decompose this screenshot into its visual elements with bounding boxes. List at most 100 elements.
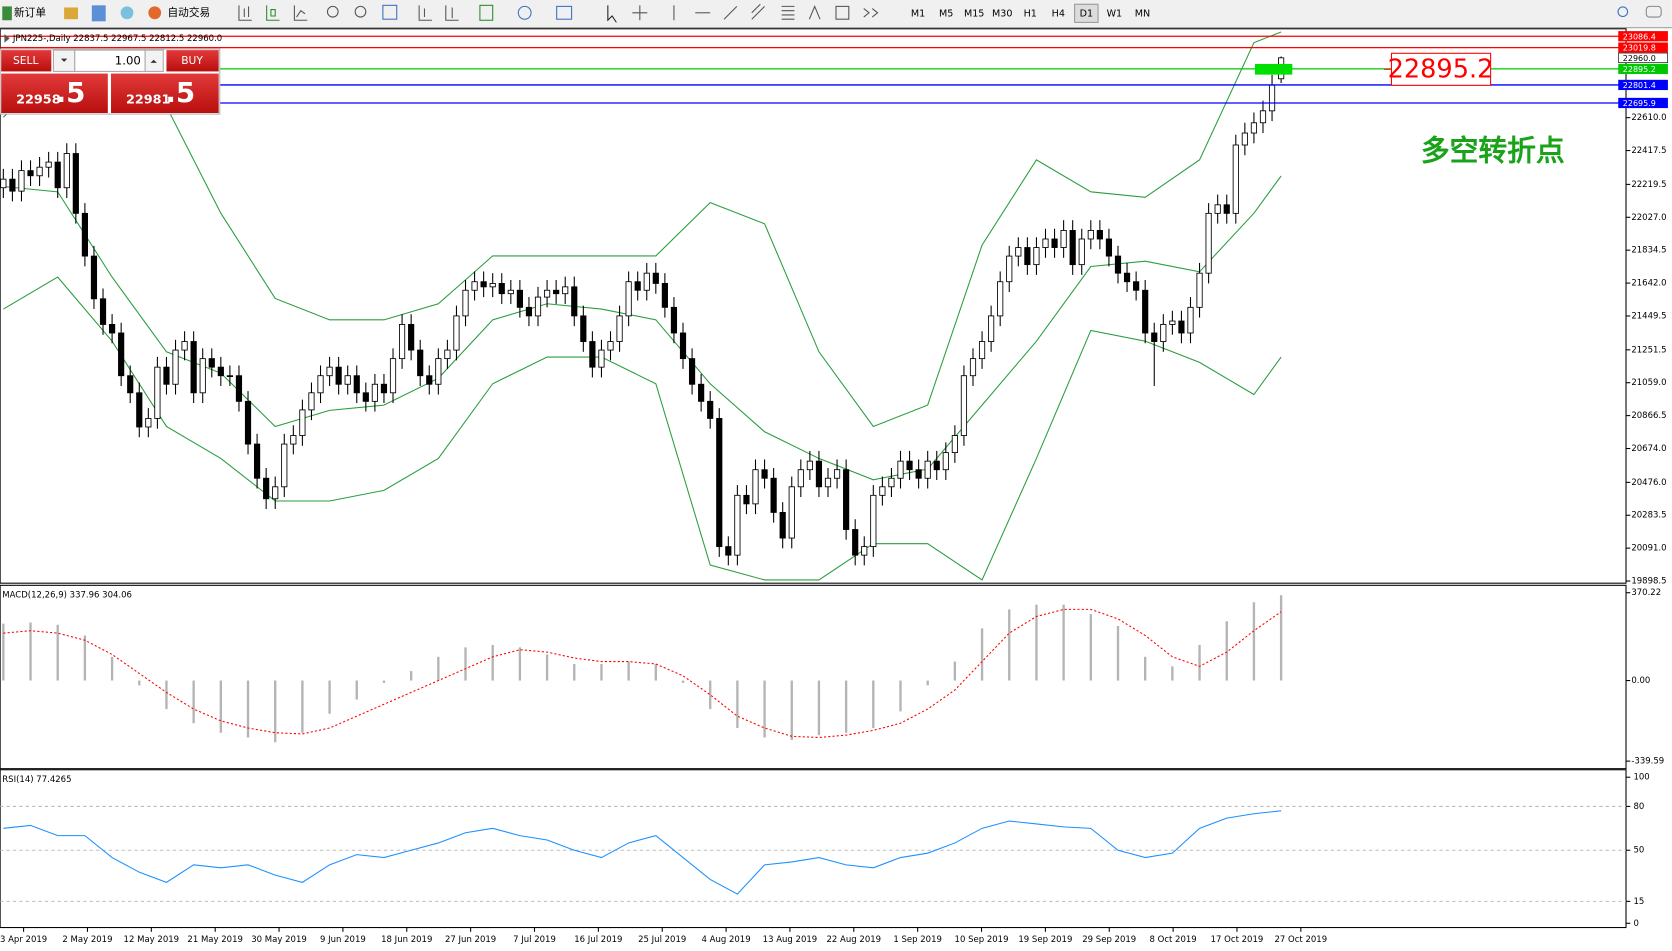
candle-body bbox=[90, 255, 98, 300]
candle-body bbox=[661, 282, 668, 308]
candle-body bbox=[1105, 238, 1113, 257]
toolbar-icon[interactable] bbox=[120, 6, 134, 20]
y-tick-label: 20476.0 bbox=[1631, 478, 1666, 488]
x-tick-label: 22 Aug 2019 bbox=[827, 935, 882, 945]
line-icon[interactable] bbox=[293, 5, 308, 21]
candle-body bbox=[1142, 289, 1149, 334]
y-tick-label: 20091.0 bbox=[1631, 544, 1666, 554]
candle-body bbox=[806, 460, 813, 471]
candle-body bbox=[625, 281, 632, 317]
spin-arrow bbox=[150, 59, 157, 63]
zoom-out-icon[interactable] bbox=[354, 5, 367, 18]
toolbar-icon[interactable] bbox=[91, 5, 106, 22]
timeframe-button[interactable]: H4 bbox=[1052, 8, 1065, 19]
candle-body bbox=[688, 358, 696, 385]
shift-icon[interactable] bbox=[445, 5, 459, 21]
candle-body bbox=[543, 289, 551, 298]
candle-body bbox=[933, 460, 940, 471]
ask-price[interactable]: 22981 bbox=[126, 93, 171, 108]
candle-body bbox=[253, 443, 261, 479]
price-level-tag bbox=[1618, 52, 1668, 63]
candle-body bbox=[843, 469, 850, 530]
x-tick-label: 25 Jul 2019 bbox=[638, 935, 686, 945]
candle-body bbox=[471, 281, 478, 291]
timeframe-button[interactable]: MN bbox=[1135, 8, 1150, 19]
candle-body bbox=[888, 477, 895, 488]
channel-icon[interactable] bbox=[751, 3, 765, 20]
indicator-icon[interactable] bbox=[479, 4, 494, 21]
candle-body bbox=[797, 469, 804, 488]
bid-fraction[interactable]: .5 bbox=[56, 76, 86, 109]
text-icon[interactable] bbox=[808, 5, 821, 20]
candle-body bbox=[108, 324, 116, 334]
zoom-in-icon[interactable] bbox=[326, 5, 339, 18]
candle-body bbox=[172, 349, 179, 385]
cursor-icon[interactable] bbox=[607, 5, 617, 23]
candle-body bbox=[389, 358, 397, 394]
template-icon[interactable] bbox=[556, 5, 573, 20]
arrows-icon[interactable] bbox=[863, 8, 879, 18]
candle-body bbox=[607, 341, 614, 351]
x-tick-label: 12 May 2019 bbox=[124, 935, 180, 945]
tool-icons[interactable] bbox=[238, 3, 879, 23]
sell-button[interactable] bbox=[1, 50, 52, 72]
candle-body bbox=[634, 281, 641, 291]
timeframe-button[interactable]: M5 bbox=[939, 8, 953, 19]
candle-body bbox=[344, 375, 351, 385]
annotation-price: 22895.2 bbox=[1388, 54, 1494, 84]
toolbar-icon[interactable] bbox=[64, 7, 78, 20]
timeframe-button[interactable]: M1 bbox=[911, 8, 925, 19]
tile-icon[interactable] bbox=[382, 4, 398, 20]
new-order-button[interactable]: 新订单 bbox=[14, 6, 46, 19]
buy-button[interactable] bbox=[166, 50, 219, 72]
timeframe-button[interactable]: H1 bbox=[1024, 8, 1037, 19]
macd-panel bbox=[0, 584, 1627, 770]
timeframe-button[interactable]: W1 bbox=[1107, 8, 1123, 19]
ask-fraction[interactable]: .5 bbox=[165, 76, 195, 109]
candle-body bbox=[154, 366, 161, 419]
trendline-icon[interactable] bbox=[723, 6, 738, 20]
sell-label[interactable]: SELL bbox=[13, 54, 38, 67]
new-order-icon[interactable] bbox=[2, 6, 12, 21]
timeframe-button[interactable]: M15 bbox=[964, 8, 984, 19]
x-tick-label: 27 Jun 2019 bbox=[445, 935, 496, 945]
candle-body bbox=[589, 341, 596, 368]
candle-body bbox=[788, 486, 795, 539]
period-icon[interactable] bbox=[517, 5, 532, 20]
x-tick-label: 18 Jun 2019 bbox=[381, 935, 432, 945]
fibo-icon[interactable] bbox=[781, 5, 795, 20]
candle-body bbox=[417, 349, 424, 377]
ask-box[interactable] bbox=[111, 73, 219, 114]
lot-value[interactable]: 1.00 bbox=[115, 53, 141, 67]
price-level-label: 22895.2 bbox=[1623, 65, 1656, 74]
timeframe-button[interactable]: D1 bbox=[1080, 8, 1093, 19]
candle-body bbox=[1069, 230, 1076, 266]
y-tick-label: 22610.0 bbox=[1631, 113, 1666, 123]
candle-body bbox=[1087, 230, 1094, 240]
timeframe-button[interactable]: M30 bbox=[992, 8, 1012, 19]
auto-trade-button[interactable]: 自动交易 bbox=[168, 6, 211, 19]
candle-icon[interactable] bbox=[266, 5, 280, 21]
price-level-tag bbox=[1618, 97, 1668, 109]
buy-label[interactable]: BUY bbox=[181, 54, 203, 67]
candle-body bbox=[707, 400, 714, 419]
candle-body bbox=[652, 272, 659, 284]
bid-price[interactable]: 22958 bbox=[16, 93, 61, 108]
candle-body bbox=[915, 469, 922, 479]
bar-chart-icon[interactable] bbox=[238, 5, 252, 21]
label-icon[interactable] bbox=[835, 5, 850, 20]
candle-body bbox=[1250, 122, 1258, 134]
candle-body bbox=[870, 494, 877, 548]
search-icon[interactable] bbox=[1617, 6, 1629, 18]
bid-box[interactable] bbox=[1, 73, 108, 114]
crosshair-icon[interactable] bbox=[632, 5, 648, 21]
y-tick-label: 21449.5 bbox=[1631, 311, 1666, 321]
candle-body bbox=[145, 418, 152, 428]
chat-icon[interactable] bbox=[1645, 5, 1662, 18]
candle-body bbox=[1078, 238, 1085, 266]
candle-body bbox=[398, 324, 406, 360]
candle-body bbox=[752, 469, 759, 505]
x-tick-label: 8 Oct 2019 bbox=[1149, 935, 1196, 945]
autoscroll-icon[interactable] bbox=[418, 5, 432, 21]
auto-trade-icon[interactable] bbox=[148, 6, 162, 20]
